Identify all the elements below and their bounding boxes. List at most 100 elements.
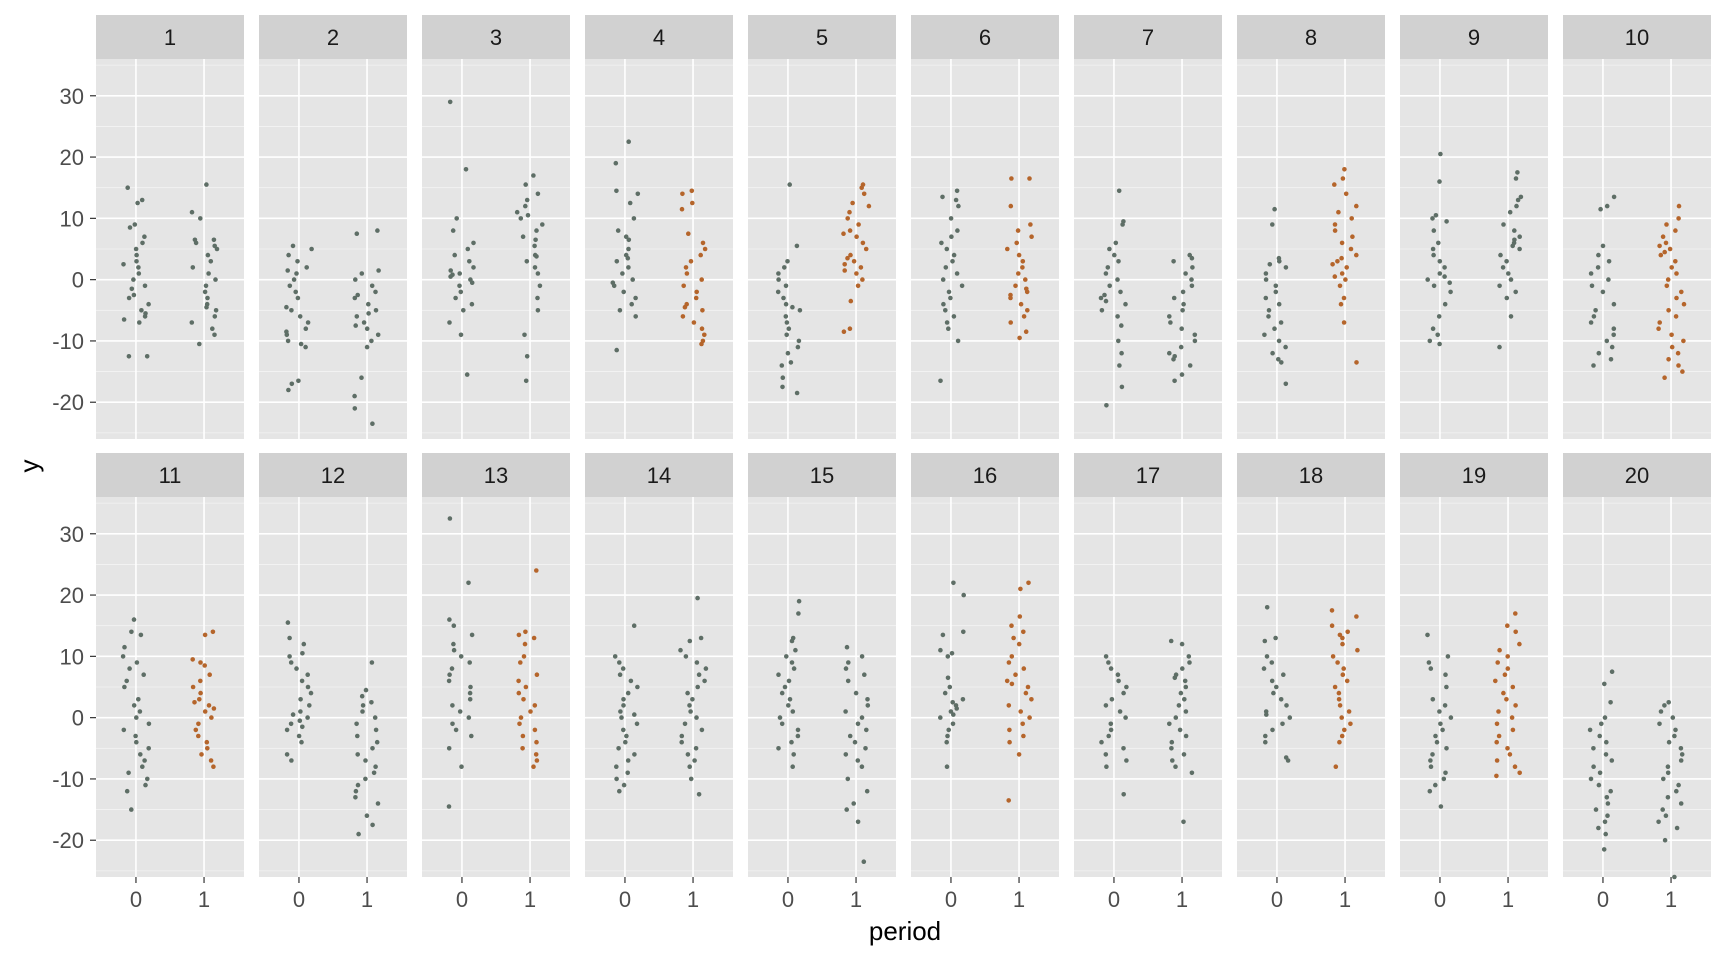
data-point bbox=[207, 672, 212, 677]
data-point bbox=[355, 752, 361, 757]
data-point bbox=[204, 739, 210, 745]
data-point bbox=[944, 739, 949, 745]
data-point bbox=[1350, 234, 1355, 239]
data-point bbox=[370, 822, 375, 828]
facet-panel-12: 12 0 1 bbox=[259, 453, 407, 912]
data-point bbox=[1517, 770, 1522, 776]
data-point bbox=[1676, 782, 1681, 788]
data-point bbox=[202, 632, 208, 638]
facet-strip bbox=[1400, 15, 1548, 59]
data-point bbox=[1273, 283, 1279, 289]
data-point bbox=[938, 378, 943, 384]
data-point bbox=[1167, 314, 1172, 319]
data-point bbox=[374, 739, 380, 745]
data-point bbox=[1611, 332, 1616, 338]
data-point bbox=[1675, 350, 1681, 356]
data-point bbox=[1513, 703, 1518, 708]
data-point bbox=[141, 672, 146, 677]
data-point bbox=[1664, 283, 1670, 289]
data-point bbox=[625, 690, 631, 696]
data-point bbox=[1264, 605, 1270, 610]
data-point bbox=[1658, 709, 1664, 714]
data-point bbox=[1428, 764, 1434, 769]
x-tick-label: 0 bbox=[456, 887, 468, 912]
data-point bbox=[1500, 265, 1506, 270]
data-point bbox=[855, 819, 861, 825]
data-point bbox=[1507, 752, 1513, 757]
data-point bbox=[632, 752, 637, 757]
data-point bbox=[446, 678, 452, 684]
data-point bbox=[1180, 308, 1185, 313]
data-point bbox=[635, 684, 640, 690]
data-point bbox=[1593, 308, 1598, 313]
data-point bbox=[685, 690, 690, 696]
data-point bbox=[1437, 179, 1442, 184]
facet-panel-17: 170 1 bbox=[1074, 453, 1222, 912]
data-point bbox=[686, 231, 691, 236]
data-point bbox=[1277, 259, 1282, 264]
data-point bbox=[1354, 203, 1359, 209]
data-point bbox=[1105, 265, 1111, 270]
data-point bbox=[1344, 678, 1350, 684]
data-point bbox=[138, 752, 143, 757]
data-point bbox=[618, 709, 623, 714]
data-point bbox=[1673, 228, 1678, 233]
facet-strip-label: 13 bbox=[484, 463, 508, 488]
x-tick-label: 0 bbox=[945, 887, 957, 912]
data-point bbox=[948, 216, 954, 221]
data-point bbox=[785, 259, 790, 264]
data-point bbox=[1444, 746, 1449, 751]
data-point bbox=[940, 194, 945, 200]
data-point bbox=[1601, 847, 1607, 852]
y-tick-label: 0 bbox=[72, 706, 84, 731]
data-point bbox=[690, 200, 695, 206]
data-point bbox=[139, 197, 145, 203]
data-point bbox=[1329, 608, 1335, 613]
data-point bbox=[1430, 752, 1435, 757]
data-point bbox=[284, 304, 289, 310]
data-point bbox=[304, 265, 310, 270]
data-point bbox=[862, 672, 867, 677]
data-point bbox=[947, 684, 953, 690]
data-point bbox=[1444, 219, 1449, 224]
data-point bbox=[146, 746, 151, 751]
data-point bbox=[1604, 795, 1610, 800]
data-point bbox=[842, 262, 847, 267]
data-point bbox=[1678, 801, 1684, 806]
data-point bbox=[1609, 758, 1615, 763]
data-point bbox=[859, 185, 864, 190]
facet-strip bbox=[1237, 453, 1385, 497]
data-point bbox=[375, 228, 380, 233]
data-point bbox=[297, 314, 303, 319]
data-point bbox=[454, 216, 460, 221]
data-point bbox=[309, 246, 314, 252]
data-point bbox=[630, 277, 635, 282]
data-point bbox=[1666, 308, 1671, 313]
data-point bbox=[1656, 819, 1661, 825]
data-point bbox=[1349, 216, 1354, 221]
data-point bbox=[1608, 357, 1614, 362]
data-point bbox=[447, 672, 452, 677]
data-point bbox=[532, 243, 537, 249]
data-point bbox=[1264, 654, 1270, 659]
data-point bbox=[1340, 635, 1345, 641]
data-point bbox=[789, 638, 795, 644]
data-point bbox=[210, 629, 216, 635]
data-point bbox=[1018, 586, 1023, 592]
data-point bbox=[1179, 326, 1184, 332]
y-tick-label: 30 bbox=[60, 522, 84, 547]
data-point bbox=[1431, 228, 1437, 233]
data-point bbox=[854, 271, 859, 276]
data-point bbox=[858, 265, 864, 270]
data-point bbox=[1018, 301, 1024, 307]
data-point bbox=[1330, 262, 1335, 267]
data-point bbox=[633, 314, 638, 319]
data-point bbox=[1660, 807, 1665, 812]
data-point bbox=[143, 782, 148, 788]
data-point bbox=[363, 776, 368, 782]
data-point bbox=[1510, 684, 1516, 690]
data-point bbox=[458, 654, 464, 659]
data-point bbox=[535, 295, 540, 301]
data-point bbox=[296, 378, 301, 384]
data-point bbox=[1183, 709, 1189, 714]
